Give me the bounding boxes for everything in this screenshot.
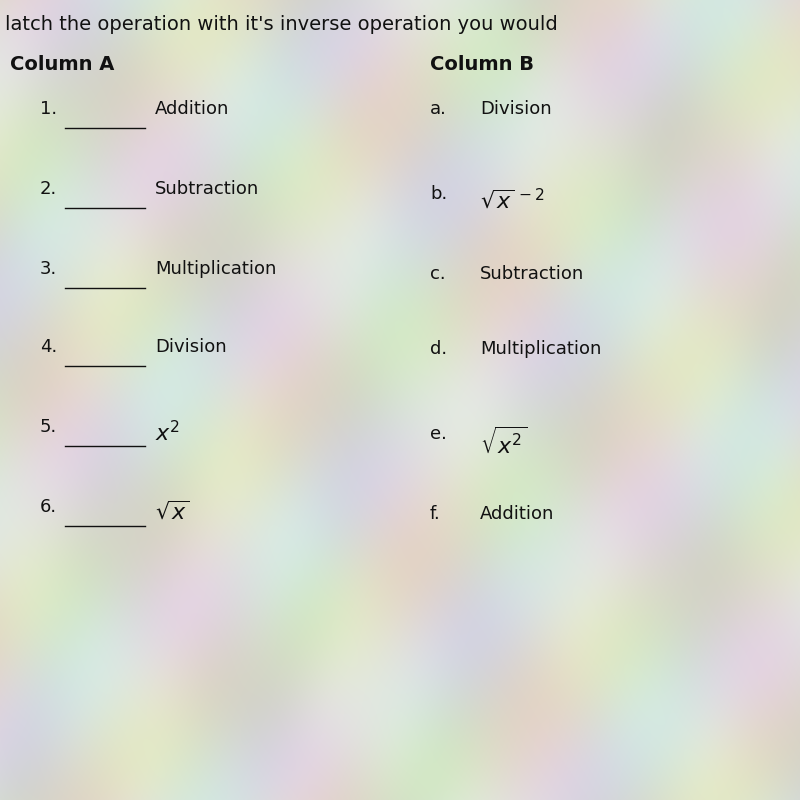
Text: 4.: 4. xyxy=(40,338,58,356)
Text: Division: Division xyxy=(480,100,552,118)
Text: a.: a. xyxy=(430,100,447,118)
Text: Division: Division xyxy=(155,338,226,356)
Text: e.: e. xyxy=(430,425,447,443)
Text: $\sqrt{x}^{\,-2}$: $\sqrt{x}^{\,-2}$ xyxy=(480,187,545,212)
Text: Subtraction: Subtraction xyxy=(155,180,259,198)
Text: $\sqrt{x^2}$: $\sqrt{x^2}$ xyxy=(480,427,527,458)
Text: Addition: Addition xyxy=(480,505,554,523)
Text: $\sqrt{x}$: $\sqrt{x}$ xyxy=(155,500,190,523)
Text: latch the operation with it's inverse operation you would: latch the operation with it's inverse op… xyxy=(5,15,558,34)
Text: Multiplication: Multiplication xyxy=(155,260,276,278)
Text: $x^2$: $x^2$ xyxy=(155,420,180,445)
Text: b.: b. xyxy=(430,185,447,203)
Text: d.: d. xyxy=(430,340,447,358)
Text: 3.: 3. xyxy=(40,260,58,278)
Text: f.: f. xyxy=(430,505,441,523)
Text: Column A: Column A xyxy=(10,55,114,74)
Text: 6.: 6. xyxy=(40,498,57,516)
Text: Addition: Addition xyxy=(155,100,230,118)
Text: Subtraction: Subtraction xyxy=(480,265,584,283)
Text: Multiplication: Multiplication xyxy=(480,340,602,358)
Text: 2.: 2. xyxy=(40,180,58,198)
Text: Column B: Column B xyxy=(430,55,534,74)
Text: 1.: 1. xyxy=(40,100,57,118)
Text: 5.: 5. xyxy=(40,418,58,436)
Text: c.: c. xyxy=(430,265,446,283)
